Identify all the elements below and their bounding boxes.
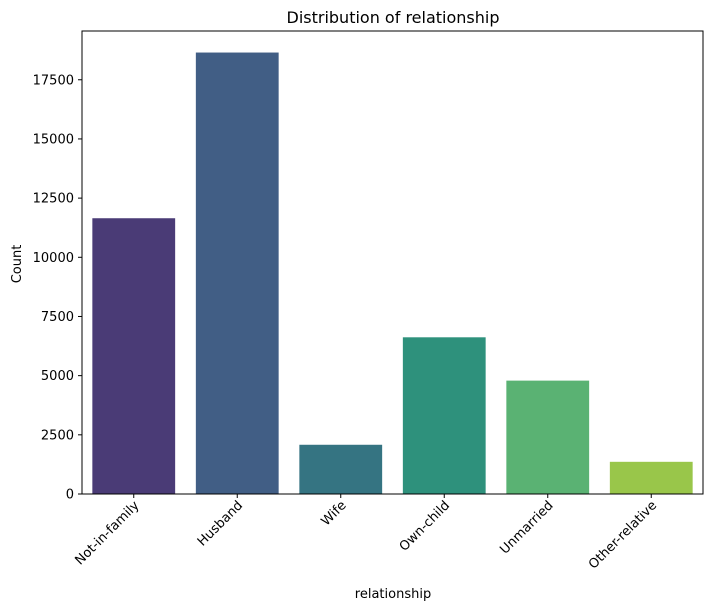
x-axis-ticks: Not-in-family Husband Wife Own-child Unmarri…	[72, 494, 660, 572]
x-tick-label: Unmarried	[497, 498, 556, 557]
x-axis-title: relationship	[355, 587, 431, 602]
bar-own-child	[402, 337, 486, 494]
x-tick-label: Husband	[195, 498, 246, 549]
y-tick-label: 5000	[41, 369, 74, 384]
bar-not-in-family	[92, 218, 176, 494]
y-tick-label: 12500	[33, 192, 74, 207]
chart-title: Distribution of relationship	[287, 8, 500, 27]
y-axis-title: Count	[10, 245, 25, 284]
y-tick-label: 7500	[41, 310, 74, 325]
y-tick-label: 17500	[33, 73, 74, 88]
y-tick-label: 0	[66, 488, 74, 503]
bar-husband	[195, 52, 279, 494]
x-tick-label: Other-relative	[586, 498, 660, 572]
bar-unmarried	[506, 380, 590, 494]
x-tick-label: Not-in-family	[72, 498, 142, 568]
plot-frame	[81, 30, 704, 495]
y-axis-ticks: 0 2500 5000 7500 10000 12500 15000 17500	[33, 73, 82, 503]
bar-other-relative	[609, 461, 693, 494]
x-tick-label: Wife	[319, 498, 350, 529]
bars-group	[92, 52, 693, 494]
y-tick-label: 15000	[33, 132, 74, 147]
y-tick-label: 10000	[33, 251, 74, 266]
y-tick-label: 2500	[41, 428, 74, 443]
bar-wife	[299, 444, 383, 494]
x-tick-label: Own-child	[397, 498, 453, 554]
